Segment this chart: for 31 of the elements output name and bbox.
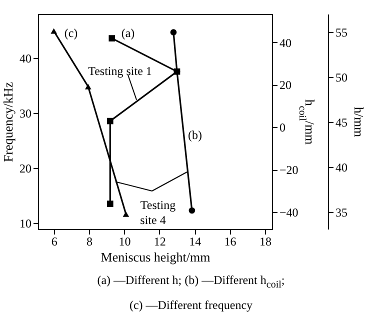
y2-tick-label: −40 (280, 206, 298, 220)
text: (c) —Different frequency (128, 297, 254, 314)
y3-tick-label: 45 (336, 115, 348, 130)
x-axis-title: Meniscus height/mm (100, 250, 210, 264)
y3-tick-label: 50 (336, 70, 348, 84)
y2-tick-label: 0 (280, 120, 286, 135)
y-axis-title: Frequency/kHz (0, 82, 16, 162)
annotation: Testing site 1 (88, 64, 152, 78)
text: (a) —Different h; (b) —Different h$_{coil}$; (96, 272, 286, 292)
x-tick-label: 10 (118, 234, 131, 248)
y3-axis-title: h/mm (352, 106, 366, 138)
x-tick-label: 6 (51, 234, 58, 248)
y-tick-label: 40 (20, 51, 32, 66)
y-tick-label: 30 (20, 106, 32, 120)
series-label: (a) (121, 26, 135, 40)
y-tick-label: 10 (20, 216, 32, 230)
y2-tick-label: −20 (280, 163, 298, 178)
y3-tick-label: 40 (336, 160, 348, 174)
x-tick-label: 16 (224, 234, 236, 248)
annotation: Testing site 4 (140, 198, 176, 227)
series-label: (b) (188, 128, 202, 142)
x-tick-label: 8 (86, 234, 93, 248)
y3-tick-label: 35 (336, 205, 348, 220)
y-tick-label: 20 (20, 161, 32, 176)
series-label: (c) (64, 26, 78, 40)
x-tick-label: 14 (189, 234, 202, 248)
y2-tick-label: 40 (280, 36, 292, 50)
x-tick-label: 12 (154, 234, 166, 248)
y3-tick-label: 55 (336, 25, 348, 40)
x-tick-label: 18 (259, 234, 272, 248)
y2-tick-label: 20 (280, 78, 292, 92)
